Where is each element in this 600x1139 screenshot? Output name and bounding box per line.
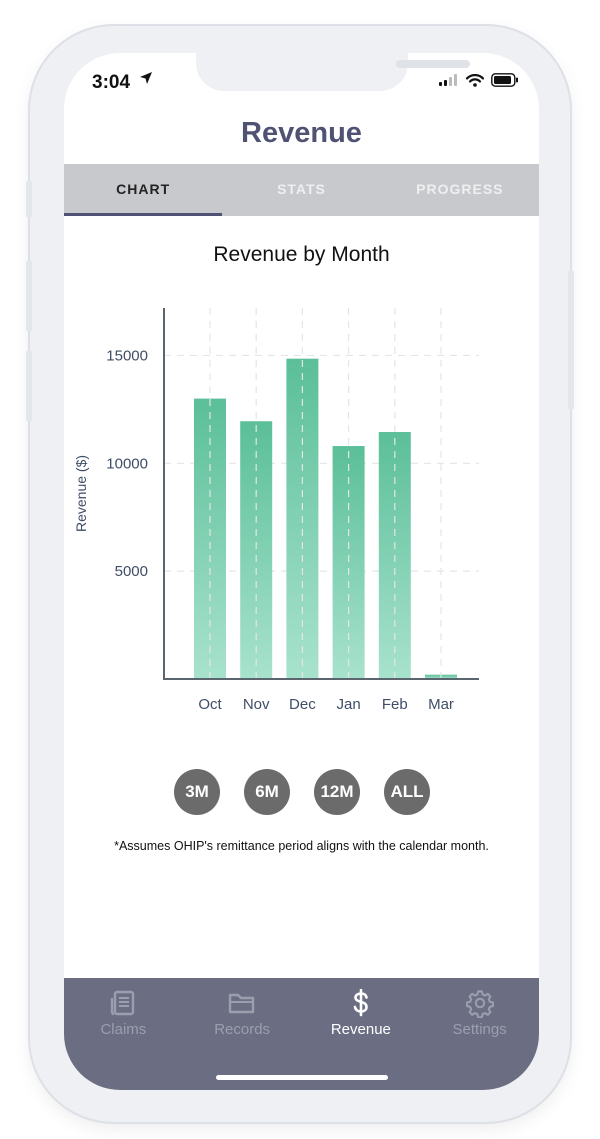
nav-settings[interactable]: Settings — [420, 978, 539, 1090]
x-tick-label: Oct — [198, 696, 222, 713]
y-tick-label: 15000 — [106, 347, 148, 364]
footnote: *Assumes OHIP's remittance period aligns… — [114, 839, 489, 853]
range-3m-button[interactable]: 3M — [174, 769, 220, 815]
nav-claims[interactable]: Claims — [64, 978, 183, 1090]
nav-records[interactable]: Records — [183, 978, 302, 1090]
volume-up-button — [26, 260, 32, 332]
range-selector: 3M 6M 12M ALL — [174, 769, 430, 815]
y-tick-label: 10000 — [106, 455, 148, 472]
nav-claims-label: Claims — [100, 1021, 147, 1038]
mute-switch — [26, 180, 32, 218]
status-indicators — [439, 73, 519, 87]
bar-nov — [240, 421, 273, 679]
document-icon — [109, 989, 137, 1017]
chart-title: Revenue by Month — [213, 243, 390, 266]
x-tick-label: Feb — [382, 696, 408, 713]
folder-icon — [228, 989, 256, 1017]
power-button — [568, 270, 574, 410]
nav-revenue-label: Revenue — [330, 1021, 391, 1038]
y-tick-label: 5000 — [115, 563, 148, 580]
home-indicator — [216, 1075, 388, 1080]
range-all-button[interactable]: ALL — [384, 769, 430, 815]
nav-records-label: Records — [214, 1021, 271, 1038]
location-arrow-icon — [140, 72, 152, 84]
nav-settings-label: Settings — [452, 1021, 507, 1038]
bar-jan — [332, 446, 365, 679]
notch — [196, 53, 470, 91]
battery-icon — [491, 73, 518, 87]
nav-revenue[interactable]: Revenue — [302, 978, 421, 1090]
gear-icon — [465, 989, 494, 1018]
speaker-grille — [396, 60, 470, 68]
y-axis-label: Revenue ($) — [73, 455, 89, 532]
page-title: Revenue — [241, 117, 362, 149]
tab-stats[interactable]: STATS — [277, 181, 326, 197]
tab-bar: CHART STATS PROGRESS — [64, 164, 539, 216]
x-tick-label: Dec — [289, 696, 316, 713]
revenue-bar-chart: 5000 10000 15000 Oct Nov Dec Jan Feb Mar Revenue … — [73, 308, 479, 713]
volume-down-button — [26, 350, 32, 422]
bottom-navigation: Claims Records Revenue — [64, 978, 539, 1090]
range-6m-button[interactable]: 6M — [244, 769, 290, 815]
x-tick-label: Nov — [243, 696, 270, 713]
app-screen: 3:04 Revenue CHART STATS PROGRESS Revenu… — [64, 53, 539, 1090]
dollar-icon — [347, 989, 375, 1017]
tab-chart[interactable]: CHART — [64, 164, 223, 216]
status-time: 3:04 — [92, 72, 131, 93]
x-tick-label: Mar — [428, 696, 454, 713]
signal-icon — [439, 74, 457, 86]
tab-progress[interactable]: PROGRESS — [416, 181, 504, 197]
wifi-icon — [466, 73, 484, 87]
x-tick-label: Jan — [337, 696, 361, 713]
bar-oct — [194, 398, 226, 679]
range-12m-button[interactable]: 12M — [314, 769, 360, 815]
